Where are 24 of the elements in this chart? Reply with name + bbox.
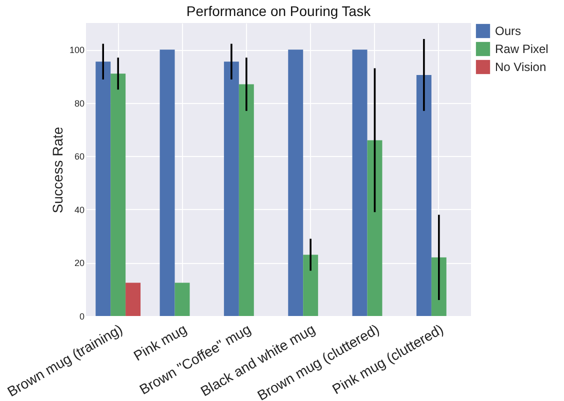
bar	[110, 74, 126, 316]
bar	[352, 50, 368, 316]
bar	[224, 62, 239, 316]
bar	[303, 254, 318, 316]
bar	[96, 62, 111, 316]
legend-label: No Vision	[495, 60, 546, 74]
bar	[160, 50, 175, 316]
legend-label: Ours	[495, 24, 522, 38]
bar	[174, 282, 190, 316]
bar	[288, 50, 304, 316]
bar	[367, 140, 382, 316]
y-tick-label: 60	[74, 152, 84, 162]
bar	[126, 282, 141, 316]
y-tick-label: 100	[69, 45, 84, 56]
legend-label: Raw Pixel	[495, 42, 548, 56]
y-axis-title: Success Rate	[49, 126, 66, 214]
bar	[416, 74, 432, 316]
y-tick-label: 80	[74, 98, 84, 108]
y-tick-label: 20	[74, 258, 84, 268]
y-tick-label: 40	[74, 204, 84, 215]
chart-title: Performance on Pouring Task	[186, 3, 372, 19]
bar	[431, 257, 446, 316]
bar	[238, 84, 254, 316]
y-tick-label: 0	[79, 312, 84, 322]
